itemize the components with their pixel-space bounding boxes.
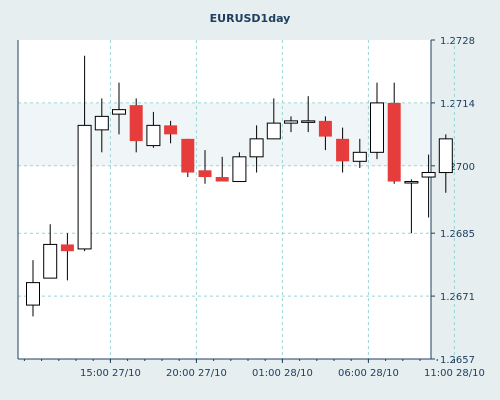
candle-body-up [232, 156, 247, 183]
candle-body-up [146, 124, 161, 147]
candle-body-up [43, 243, 58, 279]
y-tick-label: 1.2714 [440, 99, 475, 110]
y-tick-label: 1.2728 [440, 36, 475, 47]
chart-title: EURUSD1day [209, 12, 291, 25]
x-tick-label: 11:00 28/10 [424, 368, 485, 379]
candle-body-down [215, 177, 229, 182]
candle-body-up [284, 120, 298, 124]
candle-body-up [249, 138, 264, 158]
candle-body-down [318, 120, 332, 137]
y-tick-label: 1.2657 [440, 355, 475, 366]
candle-body-down [336, 138, 350, 162]
candle-body-up [301, 120, 316, 123]
x-tick-label: 15:00 27/10 [80, 368, 141, 379]
candle-body-up [112, 109, 126, 115]
candle-body-up [352, 151, 367, 162]
y-tick-label: 1.2671 [440, 292, 475, 303]
candle-body-down [164, 125, 178, 135]
y-tick-label: 1.2700 [440, 162, 475, 173]
candle-body-up [266, 122, 281, 140]
candle-body-up [421, 172, 436, 178]
candle-body-up [404, 181, 419, 184]
candle-body-down [198, 170, 212, 178]
x-tick-label: 20:00 27/10 [166, 368, 227, 379]
candle-body-down [60, 244, 74, 252]
candle-body-up [26, 282, 40, 306]
y-tick-label: 1.2685 [440, 229, 475, 240]
x-tick-label: 06:00 28/10 [338, 368, 399, 379]
candle-body-up [370, 102, 384, 153]
candle-body-down [387, 102, 401, 182]
candle-body-down [129, 105, 143, 142]
candle-body-up [94, 115, 109, 131]
candle-body-up [77, 124, 92, 250]
x-tick-label: 01:00 28/10 [252, 368, 313, 379]
candle-body-up [438, 138, 453, 174]
candle-body-down [181, 138, 195, 173]
